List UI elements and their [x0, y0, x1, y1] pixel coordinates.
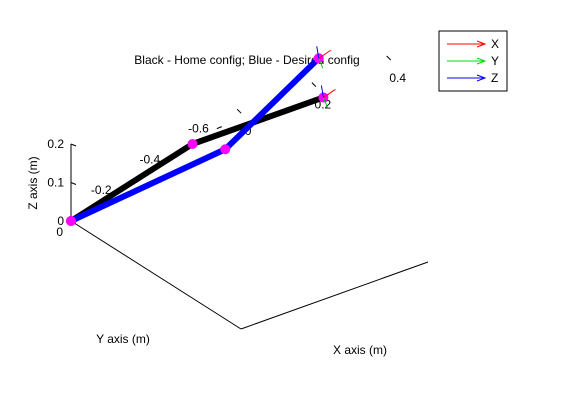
legend-entry: Z: [447, 71, 498, 85]
y-axis-label: Y axis (m): [96, 332, 150, 346]
z-tick: [70, 182, 77, 185]
frame-axis: [322, 97, 328, 108]
legend-entry: X: [447, 37, 499, 51]
legend-label: Z: [491, 71, 498, 85]
joint-marker: [66, 216, 76, 226]
legend-label: X: [491, 37, 499, 51]
z-axis-label: Z axis (m): [26, 156, 40, 209]
y-axis-line: [70, 220, 242, 330]
x-tick: [386, 55, 392, 61]
axes-3d: 0 0.1 0.2 0 -0.2 -0.4 -0.6 0 0.2 0.4: [47, 55, 429, 330]
frame-triads: [316, 46, 336, 108]
legend-arrowhead: [476, 74, 487, 82]
joint-marker: [187, 139, 198, 149]
series-layer: [66, 53, 329, 226]
frame-axis: [318, 58, 324, 69]
x-tick: [236, 108, 242, 114]
frame-axis: [320, 85, 324, 98]
frame-axis: [316, 46, 320, 59]
frame-axis: [318, 49, 332, 59]
legend-label: Y: [491, 54, 499, 68]
legend-arrowhead: [476, 57, 487, 65]
end-frame-0: [320, 85, 336, 108]
y-axis-ticks: 0 -0.2 -0.4 -0.6: [56, 122, 222, 239]
z-axis-ticks: 0 0.1 0.2: [47, 137, 77, 228]
z-tick-label: 0: [57, 214, 64, 228]
x-axis-label: X axis (m): [333, 343, 387, 357]
z-tick-label: 0.2: [47, 137, 64, 151]
frame-axis: [323, 89, 336, 98]
joint-marker: [220, 144, 231, 155]
legend-entry: Y: [447, 54, 499, 68]
legend-arrowhead: [476, 40, 487, 48]
legend-entries: XYZ: [447, 37, 499, 85]
x-tick-label: 0.4: [389, 71, 406, 85]
x-tick-label: 0: [245, 124, 252, 138]
legend: XYZ: [438, 30, 508, 92]
chart-title: Black - Home config; Blue - Desired conf…: [134, 53, 359, 67]
y-tick-label: 0: [56, 225, 63, 239]
y-tick-label: -0.6: [188, 122, 209, 136]
y-tick-label: -0.4: [140, 152, 161, 166]
x-axis-line: [240, 261, 429, 330]
x-tick: [311, 82, 317, 87]
end-frame-1: [316, 46, 332, 69]
y-tick: [216, 126, 222, 130]
y-tick-label: -0.2: [91, 183, 112, 197]
z-tick-label: 0.1: [47, 176, 64, 190]
z-tick: [70, 143, 77, 147]
